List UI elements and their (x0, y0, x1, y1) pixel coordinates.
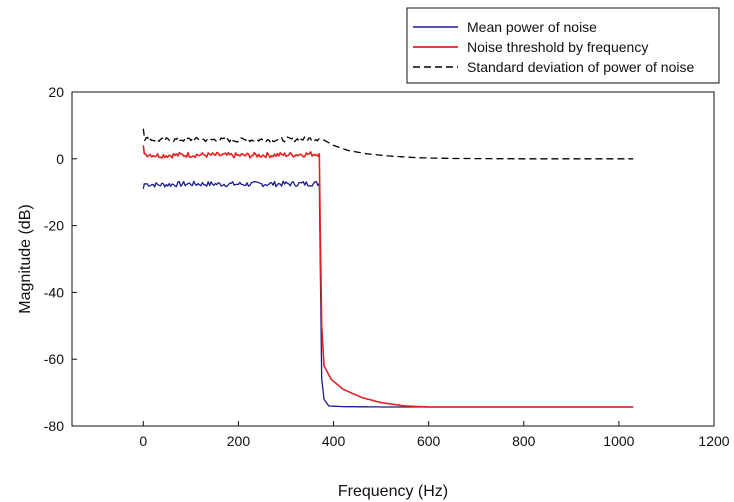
x-tick-label: 0 (139, 433, 147, 449)
x-tick-label: 600 (417, 433, 441, 449)
plot-area-frame (71, 91, 715, 427)
x-tick-label: 1000 (603, 433, 634, 449)
series-line-mean-power (142, 180, 634, 408)
x-axis-ticks: 0 200 400 600 800 1000 1200 (139, 421, 730, 449)
legend-label-noise-threshold: Noise threshold by frequency (467, 39, 648, 55)
x-axis-title: Frequency (Hz) (338, 483, 448, 500)
series-line-noise-threshold (142, 145, 634, 408)
y-tick-label: -40 (44, 284, 64, 300)
y-axis-ticks: 20 0 -20 -40 -60 -80 (44, 84, 77, 434)
x-tick-label: 800 (512, 433, 536, 449)
x-tick-label: 200 (227, 433, 251, 449)
y-tick-label: -60 (44, 351, 64, 367)
legend-box (406, 7, 720, 84)
legend: Mean power of noise Noise threshold by f… (406, 7, 720, 84)
y-tick-label: -20 (44, 218, 64, 234)
legend-label-mean-power: Mean power of noise (467, 19, 597, 35)
x-tick-label: 1200 (698, 433, 729, 449)
series-line-std-deviation (142, 128, 634, 160)
y-tick-label: 0 (56, 151, 64, 167)
y-tick-label: 20 (48, 84, 64, 100)
legend-label-std-deviation: Standard deviation of power of noise (467, 59, 694, 75)
y-tick-label: -80 (44, 418, 64, 434)
y-axis-title: Magnitude (dB) (17, 204, 34, 313)
x-tick-label: 400 (322, 433, 346, 449)
series-layer (142, 128, 634, 408)
